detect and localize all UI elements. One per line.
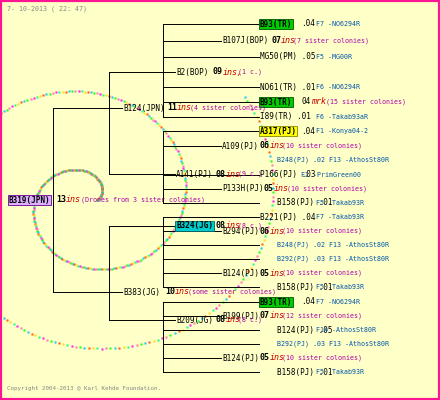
Text: B124(PJ): B124(PJ) xyxy=(222,354,259,362)
Text: Copyright 2004-2013 @ Karl Kehde Foundation.: Copyright 2004-2013 @ Karl Kehde Foundat… xyxy=(7,386,161,391)
Text: ins: ins xyxy=(281,36,296,45)
Text: B93(TR): B93(TR) xyxy=(260,20,292,28)
Text: ins: ins xyxy=(269,269,284,278)
Text: P133H(PJ): P133H(PJ) xyxy=(222,184,264,193)
Text: 05: 05 xyxy=(260,269,270,278)
Text: MG50(PM) .05: MG50(PM) .05 xyxy=(260,52,315,61)
Text: (10 sister colonies): (10 sister colonies) xyxy=(282,143,362,149)
Text: mrk: mrk xyxy=(311,98,326,106)
Text: B199(PJ): B199(PJ) xyxy=(222,312,259,320)
Text: 06: 06 xyxy=(260,142,270,150)
Text: B124(PJ): B124(PJ) xyxy=(222,269,259,278)
Text: 07: 07 xyxy=(260,312,270,320)
Text: 05: 05 xyxy=(260,354,270,362)
Text: F7 -NO6294R: F7 -NO6294R xyxy=(316,21,360,27)
Text: F2 -PrimGreen00: F2 -PrimGreen00 xyxy=(301,172,361,178)
Text: 07: 07 xyxy=(271,36,282,45)
Text: ins: ins xyxy=(269,354,284,362)
Text: A141(PJ): A141(PJ) xyxy=(176,170,213,178)
Text: B383(JG): B383(JG) xyxy=(123,288,160,296)
Text: F1 -Konya04-2: F1 -Konya04-2 xyxy=(316,128,368,134)
Text: 06: 06 xyxy=(260,227,270,236)
Text: (8 c.): (8 c.) xyxy=(238,223,263,229)
Text: 7- 10-2013 ( 22: 47): 7- 10-2013 ( 22: 47) xyxy=(7,6,87,12)
Text: .04: .04 xyxy=(301,127,315,136)
Text: B93(TR): B93(TR) xyxy=(260,298,292,306)
Text: B158(PJ) .01: B158(PJ) .01 xyxy=(277,283,333,292)
Text: B158(PJ) .01: B158(PJ) .01 xyxy=(277,198,333,207)
Text: F5 -Takab93R: F5 -Takab93R xyxy=(316,200,364,206)
Text: (Drones from 3 sister colonies): (Drones from 3 sister colonies) xyxy=(81,197,205,203)
Text: (some sister colonies): (some sister colonies) xyxy=(188,289,276,295)
Text: 05: 05 xyxy=(264,184,274,193)
Text: 04: 04 xyxy=(301,98,311,106)
Text: ins: ins xyxy=(177,104,192,112)
Text: (4 sister colonies): (4 sister colonies) xyxy=(190,105,266,111)
Text: ins: ins xyxy=(225,222,240,230)
Text: (10 sister colonies): (10 sister colonies) xyxy=(282,228,362,234)
Text: A317(PJ): A317(PJ) xyxy=(260,127,297,136)
Text: B221(PJ) .04: B221(PJ) .04 xyxy=(260,213,315,222)
Text: 08: 08 xyxy=(216,316,226,324)
Text: B248(PJ) .02 F13 -AthosSt80R: B248(PJ) .02 F13 -AthosSt80R xyxy=(277,157,389,163)
Text: (12 sister colonies): (12 sister colonies) xyxy=(282,313,362,319)
Text: B292(PJ) .03 F13 -AthosSt80R: B292(PJ) .03 F13 -AthosSt80R xyxy=(277,256,389,262)
Text: P166(PJ) .03: P166(PJ) .03 xyxy=(260,170,315,179)
Text: ins: ins xyxy=(225,316,240,324)
Text: F5 -Takab93R: F5 -Takab93R xyxy=(316,284,364,290)
Text: (8 c.): (8 c.) xyxy=(238,317,263,323)
Text: B324(JG): B324(JG) xyxy=(176,222,213,230)
Text: ins: ins xyxy=(269,312,284,320)
Text: 09: 09 xyxy=(213,68,223,76)
Text: ins: ins xyxy=(66,196,81,204)
Text: F5 -Takab93R: F5 -Takab93R xyxy=(316,369,364,375)
Text: 08: 08 xyxy=(216,222,226,230)
Text: B107J(BOP): B107J(BOP) xyxy=(222,36,268,45)
Text: 13: 13 xyxy=(56,196,66,204)
Text: NO61(TR) .01: NO61(TR) .01 xyxy=(260,83,315,92)
Text: A109(PJ): A109(PJ) xyxy=(222,142,259,150)
Text: F7 -NO6294R: F7 -NO6294R xyxy=(316,299,360,305)
Text: F6 -NO6294R: F6 -NO6294R xyxy=(316,84,360,90)
Text: B158(PJ) .01: B158(PJ) .01 xyxy=(277,368,333,376)
Text: B248(PJ) .02 F13 -AthosSt80R: B248(PJ) .02 F13 -AthosSt80R xyxy=(277,242,389,248)
Text: 10: 10 xyxy=(165,288,176,296)
Text: B319(JPN): B319(JPN) xyxy=(9,196,51,204)
Text: B124(JPN): B124(JPN) xyxy=(123,104,165,112)
Text: .04: .04 xyxy=(301,20,315,28)
Text: B294(PJ): B294(PJ) xyxy=(222,227,259,236)
Text: (1 c.): (1 c.) xyxy=(238,69,262,75)
Text: B209(JG): B209(JG) xyxy=(176,316,213,324)
Text: B124(PJ) .05: B124(PJ) .05 xyxy=(277,326,333,334)
Text: F6 -Takab93aR: F6 -Takab93aR xyxy=(316,114,368,120)
Text: (9 c.): (9 c.) xyxy=(238,171,263,177)
Text: 08: 08 xyxy=(216,170,226,178)
Text: F7 -Takab93R: F7 -Takab93R xyxy=(316,214,364,220)
Text: 11: 11 xyxy=(167,104,177,112)
Text: (15 sister colonies): (15 sister colonies) xyxy=(326,99,406,105)
Text: (10 sister colonies): (10 sister colonies) xyxy=(282,355,362,361)
Text: B93(TR): B93(TR) xyxy=(260,98,292,106)
Text: (10 sister colonies): (10 sister colonies) xyxy=(287,186,367,192)
Text: ins: ins xyxy=(269,227,284,236)
Text: ins: ins xyxy=(175,288,190,296)
Text: (10 sister colonies): (10 sister colonies) xyxy=(282,270,362,276)
Text: ins: ins xyxy=(274,184,289,193)
Text: B2(BOP): B2(BOP) xyxy=(176,68,209,76)
Text: ins: ins xyxy=(225,170,240,178)
Text: .04: .04 xyxy=(301,298,315,306)
Text: I89(TR) .01: I89(TR) .01 xyxy=(260,112,311,121)
Text: ins,: ins, xyxy=(223,68,242,76)
Text: (7 sister colonies): (7 sister colonies) xyxy=(293,38,369,44)
Text: F14 -AthosSt80R: F14 -AthosSt80R xyxy=(316,327,376,333)
Text: ins: ins xyxy=(269,142,284,150)
Text: F5 -MG00R: F5 -MG00R xyxy=(316,54,352,60)
Text: B292(PJ) .03 F13 -AthosSt80R: B292(PJ) .03 F13 -AthosSt80R xyxy=(277,341,389,347)
